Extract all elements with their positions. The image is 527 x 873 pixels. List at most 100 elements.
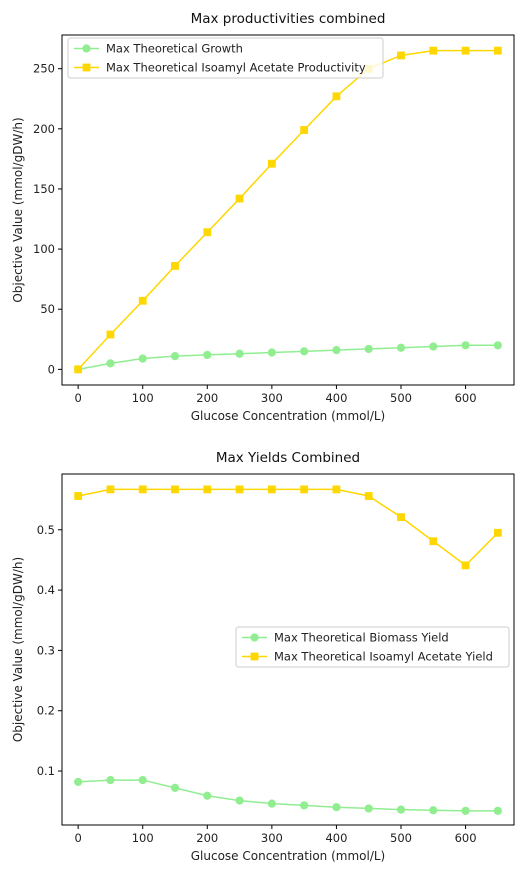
legend-entry: Max Theoretical Isoamyl Acetate Producti… [74,61,366,75]
data-point [429,537,438,546]
data-point [493,46,502,55]
data-point [138,775,147,785]
data-point [396,805,406,814]
y-tick-label: 0.1 [37,764,55,778]
data-point [429,806,438,815]
data-point [364,804,373,813]
legend-label: Max Theoretical Isoamyl Acetate Yield [274,650,493,664]
data-point [461,341,470,350]
data-point [267,799,276,808]
plot-frame [61,473,515,826]
y-tick-label: 250 [33,62,55,76]
x-tick-label: 0 [74,391,81,405]
y-tick-label: 0.3 [37,643,55,657]
series-1 [74,775,502,815]
x-tick-label: 300 [261,391,283,405]
data-point [300,485,309,494]
data-point [203,228,212,237]
data-point [235,485,244,494]
x-tick-label: 100 [132,391,154,405]
data-point [138,296,147,305]
y-tick-label: 0.2 [37,704,55,718]
data-point [332,92,341,101]
x-tick-label: 300 [261,831,283,845]
legend: Max Theoretical Growth Max Theoretical Is… [67,37,384,79]
data-point [170,352,180,361]
legend-label: Max Theoretical Biomass Yield [274,631,449,645]
x-tick-label: 200 [196,831,218,845]
data-point [171,485,179,494]
data-point [171,262,179,270]
plot-frame [61,34,515,386]
data-point [364,492,373,500]
data-point [396,343,406,352]
chart-2: Max Yields Combined 0 100 200 300 400 500 600 0.… [11,450,515,863]
data-point [332,803,341,812]
data-point [429,342,438,351]
y-tick-label: 0.5 [37,523,55,537]
data-point [138,485,147,494]
data-point [300,801,309,810]
data-point [74,365,83,374]
data-point [203,791,212,800]
chart-1: Max productivities combined 0 100 200 300 400… [11,11,515,423]
data-point [267,348,276,357]
x-tick-label: 0 [74,831,81,845]
x-tick-label: 600 [455,391,477,405]
data-point [235,194,244,203]
data-point [267,159,276,168]
data-point [106,775,115,785]
data-point [106,330,115,339]
y-tick-label: 0.4 [37,583,55,597]
data-point [493,341,502,350]
data-point [170,783,180,793]
data-point [461,806,470,815]
data-point [397,513,405,522]
x-tick-label: 400 [325,831,347,845]
legend-entry: Max Theoretical Isoamyl Acetate Yield [242,650,493,664]
chart-title: Max productivities combined [191,11,386,27]
y-tick-label: 150 [33,182,55,196]
data-point [461,46,470,55]
data-point [493,806,502,815]
data-point [364,344,373,354]
data-point [493,528,502,537]
data-point [106,485,115,494]
x-axis-label: Glucose Concentration (mmol/L) [191,849,385,863]
data-point [267,485,276,494]
x-tick-label: 500 [390,391,412,405]
series-2 [74,485,502,570]
data-point [300,347,309,356]
data-point [106,359,115,368]
series-line [77,49,498,370]
data-point [203,485,212,494]
data-point [235,796,244,805]
legend-entry: Max Theoretical Biomass Yield [242,631,449,645]
x-tick-label: 600 [455,831,477,845]
data-point [203,350,212,360]
legend-label: Max Theoretical Growth [106,42,243,56]
y-tick-label: 200 [33,122,55,136]
y-tick-label: 0 [48,362,55,376]
data-point [461,561,470,570]
data-point [300,126,309,134]
data-point [332,485,341,494]
series-line [77,488,499,567]
legend-marker [82,44,91,53]
series-line [78,779,498,812]
x-tick-label: 200 [196,391,218,405]
data-point [74,777,83,786]
chart-title: Max Yields Combined [216,450,360,466]
data-point [397,51,405,60]
data-point [74,492,83,500]
series-line [78,344,498,371]
x-axis-label: Glucose Concentration (mmol/L) [191,409,385,423]
legend-marker [82,63,91,72]
data-point [429,46,438,55]
legend-marker [250,633,259,642]
legend-label: Max Theoretical Isoamyl Acetate Producti… [106,61,366,75]
y-axis-label: Objective Value (mmol/gDW/h) [11,117,25,302]
legend-box [67,37,384,79]
legend-box [235,626,510,668]
